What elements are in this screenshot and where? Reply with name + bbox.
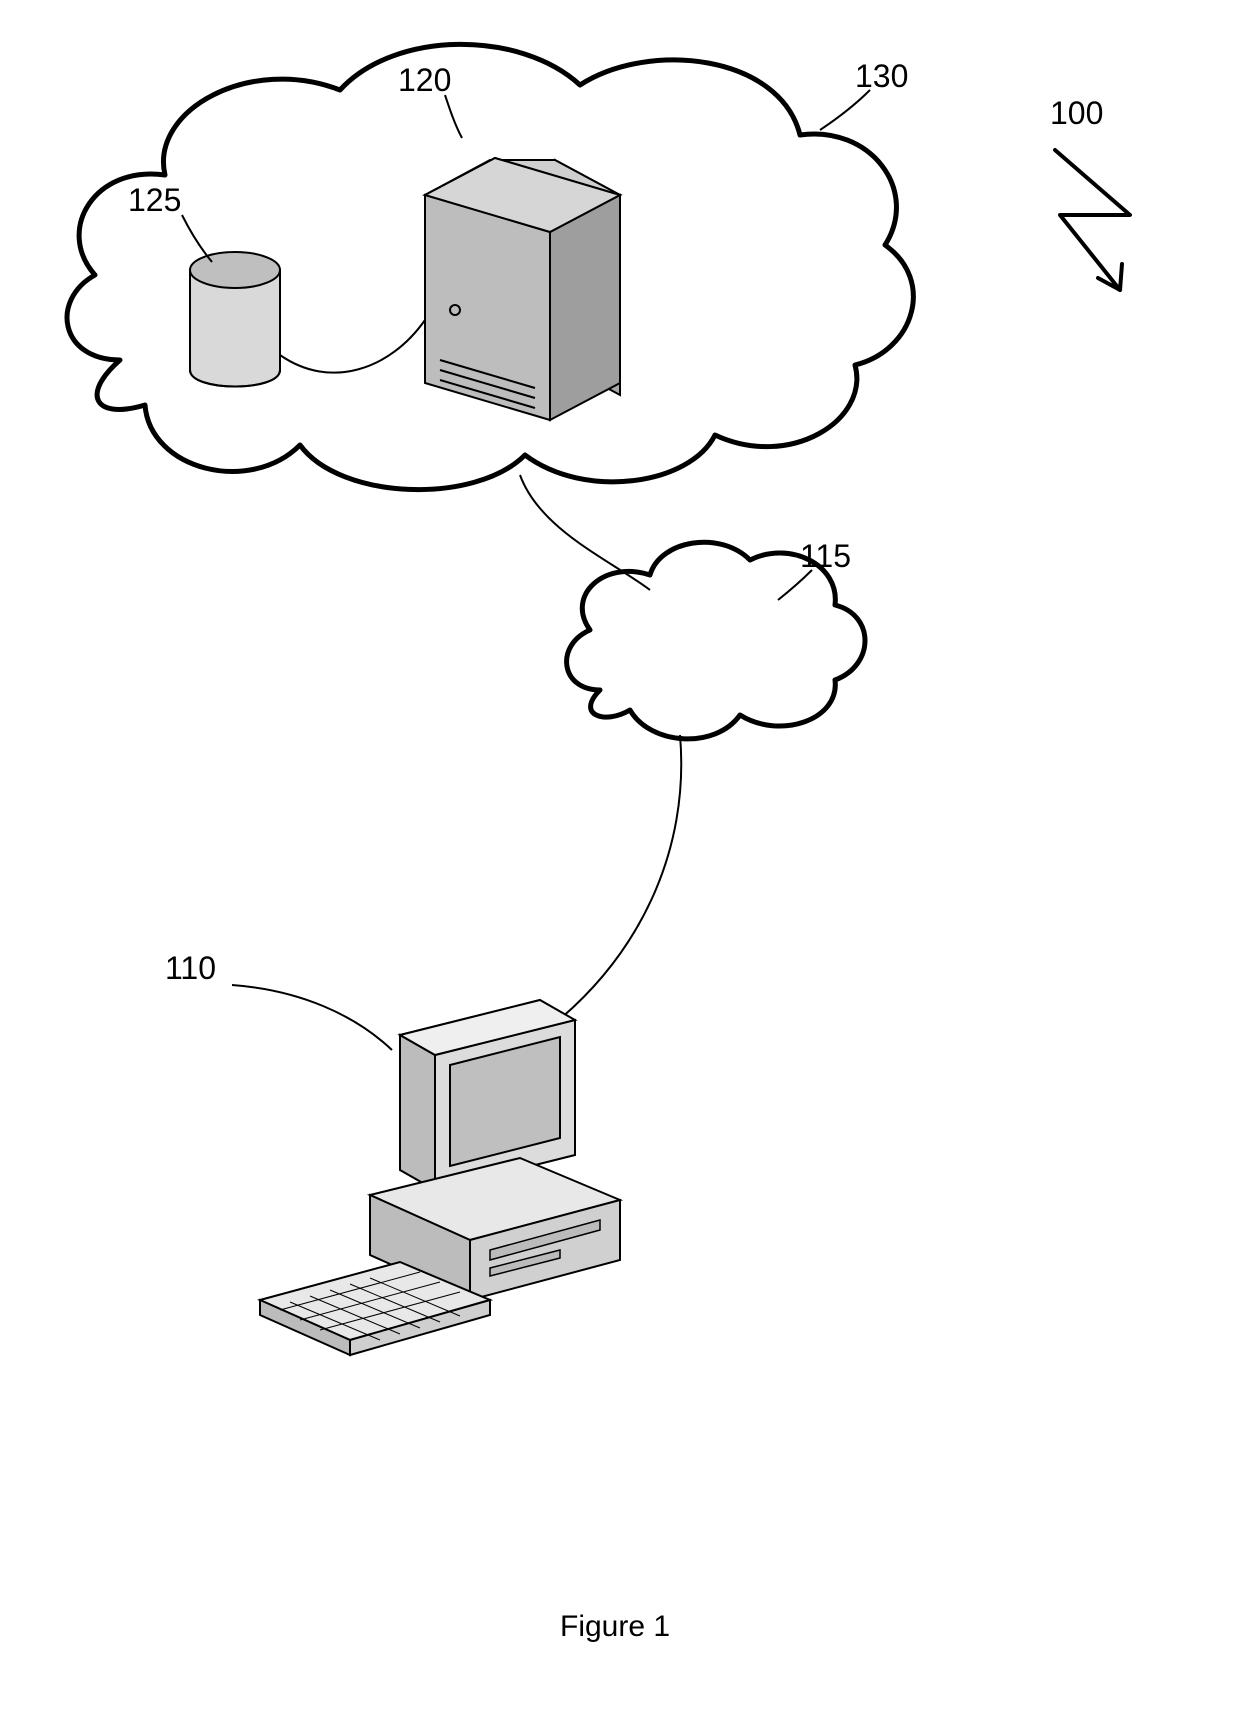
label-cloud-small: 115 (800, 538, 851, 575)
diagram-svg (0, 0, 1240, 1724)
edge-db-server (280, 320, 425, 373)
database-icon (190, 252, 280, 387)
label-cloud-large: 130 (855, 58, 908, 95)
client-computer-icon (260, 1000, 620, 1355)
label-system-ref: 100 (1050, 95, 1103, 132)
figure-caption: Figure 1 (560, 1610, 670, 1644)
server-icon (425, 158, 620, 420)
label-database: 125 (128, 182, 181, 219)
edge-cloud-small-client (540, 735, 681, 1035)
label-client: 110 (165, 950, 216, 987)
system-ref-arrow (1055, 150, 1130, 290)
diagram-canvas: 100 130 120 125 115 110 Figure 1 (0, 0, 1240, 1724)
label-server: 120 (398, 62, 451, 99)
